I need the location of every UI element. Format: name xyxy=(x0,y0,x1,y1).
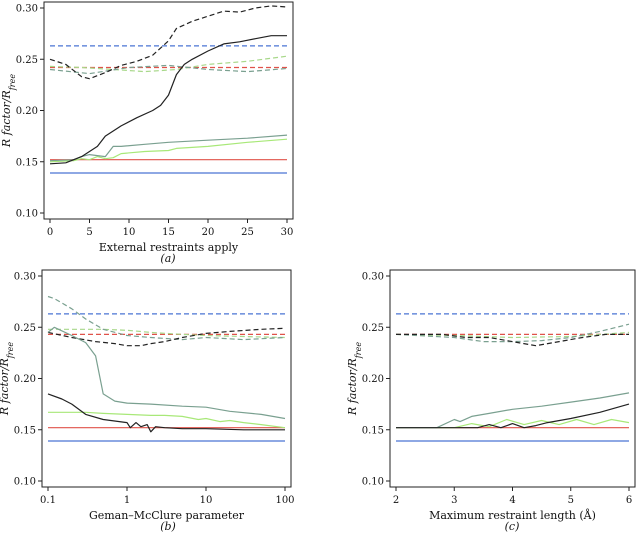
x-tick-label: 6 xyxy=(626,495,632,506)
y-axis-label: R factor/Rfree xyxy=(0,74,17,148)
x-tick-label: 0.1 xyxy=(40,495,56,506)
panel-label-a: (a) xyxy=(160,252,175,265)
plot-frame-b xyxy=(41,269,292,488)
x-tick-label: 2 xyxy=(393,495,399,506)
plot-frame-a xyxy=(43,1,294,220)
x-tick-label: 15 xyxy=(162,227,175,238)
x-tick-label: 30 xyxy=(281,227,294,238)
panel-label-c: (c) xyxy=(505,520,520,533)
x-tick-label: 4 xyxy=(509,495,515,506)
series-line-rfree-grey xyxy=(47,295,286,341)
y-tick-label: 0.20 xyxy=(14,374,36,385)
series-line-r-grey xyxy=(396,392,630,429)
series-line-rfree-black xyxy=(47,327,286,347)
series-line-r-grey xyxy=(47,326,286,420)
series-line-r-light-green xyxy=(48,411,286,429)
y-tick-label: 0.10 xyxy=(14,477,36,488)
y-tick-label: 0.15 xyxy=(362,425,384,436)
series-line-r-black xyxy=(49,35,287,165)
series-line-rfree-light-green xyxy=(395,331,630,339)
y-tick-label: 0.25 xyxy=(362,323,384,334)
y-tick-label: 0.15 xyxy=(14,425,36,436)
x-tick-label: 3 xyxy=(451,495,457,506)
plot-frame-c xyxy=(389,269,636,488)
x-axis-label: External restraints apply xyxy=(99,241,239,254)
x-tick-label: 0 xyxy=(47,227,53,238)
y-tick-label: 0.20 xyxy=(362,374,384,385)
x-tick-label: 100 xyxy=(275,495,294,506)
y-tick-label: 0.20 xyxy=(16,106,38,117)
series-line-rfree-grey xyxy=(49,64,288,75)
x-tick-label: 1 xyxy=(124,495,130,506)
x-axis-label: Maximum restraint length (Å) xyxy=(429,508,596,522)
x-tick-label: 20 xyxy=(202,227,215,238)
y-tick-label: 0.15 xyxy=(16,157,38,168)
x-tick-label: 25 xyxy=(241,227,254,238)
y-tick-label: 0.25 xyxy=(16,55,38,66)
y-tick-label: 0.10 xyxy=(16,209,38,220)
y-tick-label: 0.25 xyxy=(14,323,36,334)
panel-label-b: (b) xyxy=(160,520,176,533)
x-tick-label: 10 xyxy=(200,495,213,506)
y-axis-label: R factor/Rfree xyxy=(346,342,363,416)
series-line-r-black xyxy=(396,403,630,429)
x-tick-label: 10 xyxy=(123,227,136,238)
x-tick-label: 5 xyxy=(568,495,574,506)
y-tick-label: 0.30 xyxy=(362,272,384,283)
y-tick-label: 0.30 xyxy=(16,4,38,15)
series-line-r-light-green xyxy=(396,418,630,429)
y-tick-label: 0.30 xyxy=(14,272,36,283)
x-tick-label: 5 xyxy=(86,227,92,238)
series-line-r-grey xyxy=(49,134,288,162)
panel-c: 2 3 4 5 6 0.10 0.15 0.20 0.25 0.30 Maximum restrai… xyxy=(346,269,636,533)
series-line-rfree-grey xyxy=(395,323,630,343)
panel-a: 0 5 10 15 20 25 30 0.10 0.15 0.20 0.25 0.30 External… xyxy=(0,1,294,265)
y-axis-label: R factor/Rfree xyxy=(0,342,15,416)
x-axis-label: Geman–McClure parameter xyxy=(89,509,245,522)
series-line-rfree-light-green xyxy=(49,55,288,73)
panel-b: 0.1 1 10 100 0.10 0.15 0.20 0.25 0.30 Geman–McClu… xyxy=(0,269,295,533)
series-line-rfree-black xyxy=(396,333,629,347)
series-line-r-light-green xyxy=(49,138,288,163)
series-line-r-black xyxy=(47,393,285,433)
series-line-rfree-light-green xyxy=(48,328,286,339)
y-tick-label: 0.10 xyxy=(362,477,384,488)
series-line-rfree-black xyxy=(49,5,288,80)
